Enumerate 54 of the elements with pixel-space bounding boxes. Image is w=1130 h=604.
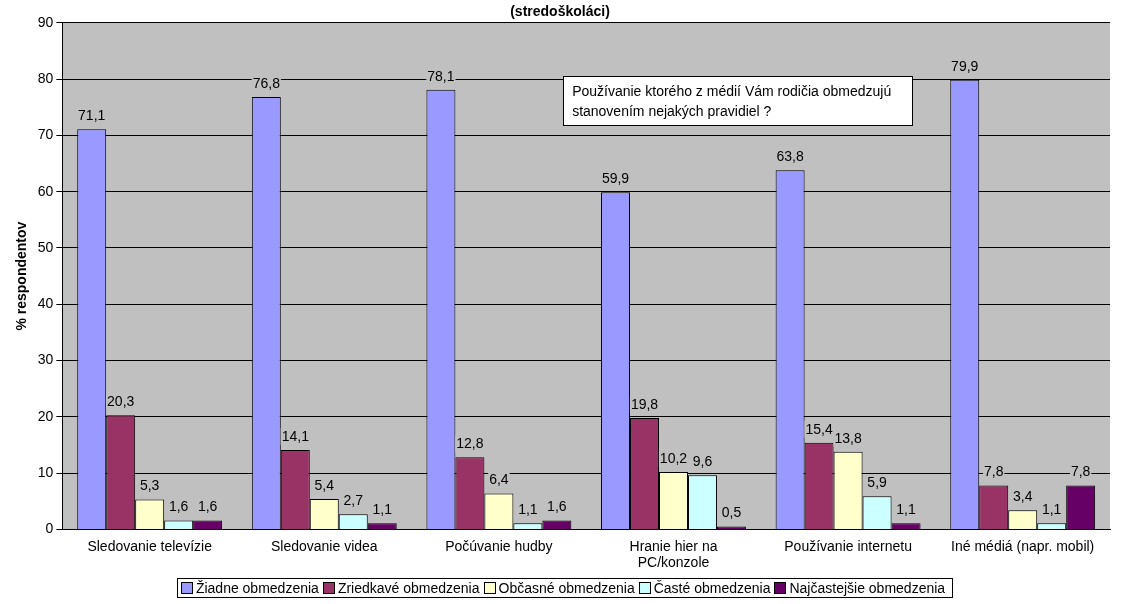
y-tick-label: 10 xyxy=(37,463,54,480)
legend-label: Zriedkavé obmedzenia xyxy=(336,580,480,596)
data-label: 1,6 xyxy=(197,498,218,515)
data-label: 20,3 xyxy=(107,392,135,409)
data-label: 1,1 xyxy=(372,501,393,518)
y-tick-label: 20 xyxy=(37,407,54,424)
data-label: 15,4 xyxy=(805,420,833,437)
legend-label: Občasné obmedzenia xyxy=(497,580,635,596)
x-tick-label: Počúvanie hudby xyxy=(445,537,553,554)
data-label: 1,1 xyxy=(518,501,538,518)
y-tick-label: 70 xyxy=(37,126,54,143)
y-tick-label: 90 xyxy=(37,13,54,30)
y-tick-label: 50 xyxy=(37,238,54,255)
data-label: 78,1 xyxy=(427,67,455,84)
data-label: 3,4 xyxy=(1012,488,1033,505)
x-tick-label: Hranie hier na PC/konzole xyxy=(629,537,718,571)
x-tick-label: Sledovanie videa xyxy=(270,537,378,554)
data-label: 12,8 xyxy=(456,435,484,452)
data-label: 14,1 xyxy=(281,427,310,444)
data-label: 5,4 xyxy=(314,476,335,493)
data-label: 71,1 xyxy=(78,107,106,124)
y-axis-title: % respondentov xyxy=(13,221,30,331)
data-label: 1,1 xyxy=(1041,501,1062,518)
y-tick-label: 40 xyxy=(37,295,54,312)
data-label: 1,6 xyxy=(547,498,567,515)
y-tick-label: 30 xyxy=(37,351,54,368)
data-label: 79,9 xyxy=(951,57,979,74)
data-label: 0,5 xyxy=(721,504,742,521)
data-label: 59,9 xyxy=(601,170,630,187)
data-label: 19,8 xyxy=(630,395,659,412)
data-label: 6,4 xyxy=(489,471,509,488)
x-tick-label: Sledovanie televízie xyxy=(87,537,213,554)
data-label: 76,8 xyxy=(252,74,281,91)
data-label: 10,2 xyxy=(659,449,688,466)
annotation: Používanie ktorého z médií Vám rodičia obmedzujú stanovením nejakých pravidiel ? xyxy=(563,75,914,126)
data-label: 1,1 xyxy=(896,501,916,518)
data-label: 2,7 xyxy=(343,492,364,509)
x-tick-label: Používanie internetu xyxy=(784,537,912,554)
y-tick-label: 80 xyxy=(37,69,54,86)
y-tick-label: 60 xyxy=(37,182,54,199)
data-label: 1,6 xyxy=(168,498,189,515)
chart-title: (stredoškoláci) xyxy=(510,3,610,20)
y-tick-label: 0 xyxy=(45,520,54,537)
data-label: 63,8 xyxy=(776,148,804,165)
legend-label: Žiadne obmedzenia xyxy=(194,580,319,596)
data-label: 5,3 xyxy=(139,477,160,494)
x-tick-label: Iné médiá (napr. mobil) xyxy=(951,537,1095,554)
data-label: 13,8 xyxy=(834,429,862,446)
data-label: 7,8 xyxy=(983,463,1004,480)
legend-label: Najčastejšie obmedzenia xyxy=(788,580,946,596)
data-label: 7,8 xyxy=(1070,463,1091,480)
data-label: 9,6 xyxy=(692,453,713,470)
legend-label: Časté obmedzenia xyxy=(652,580,771,596)
data-label: 5,9 xyxy=(867,474,888,491)
